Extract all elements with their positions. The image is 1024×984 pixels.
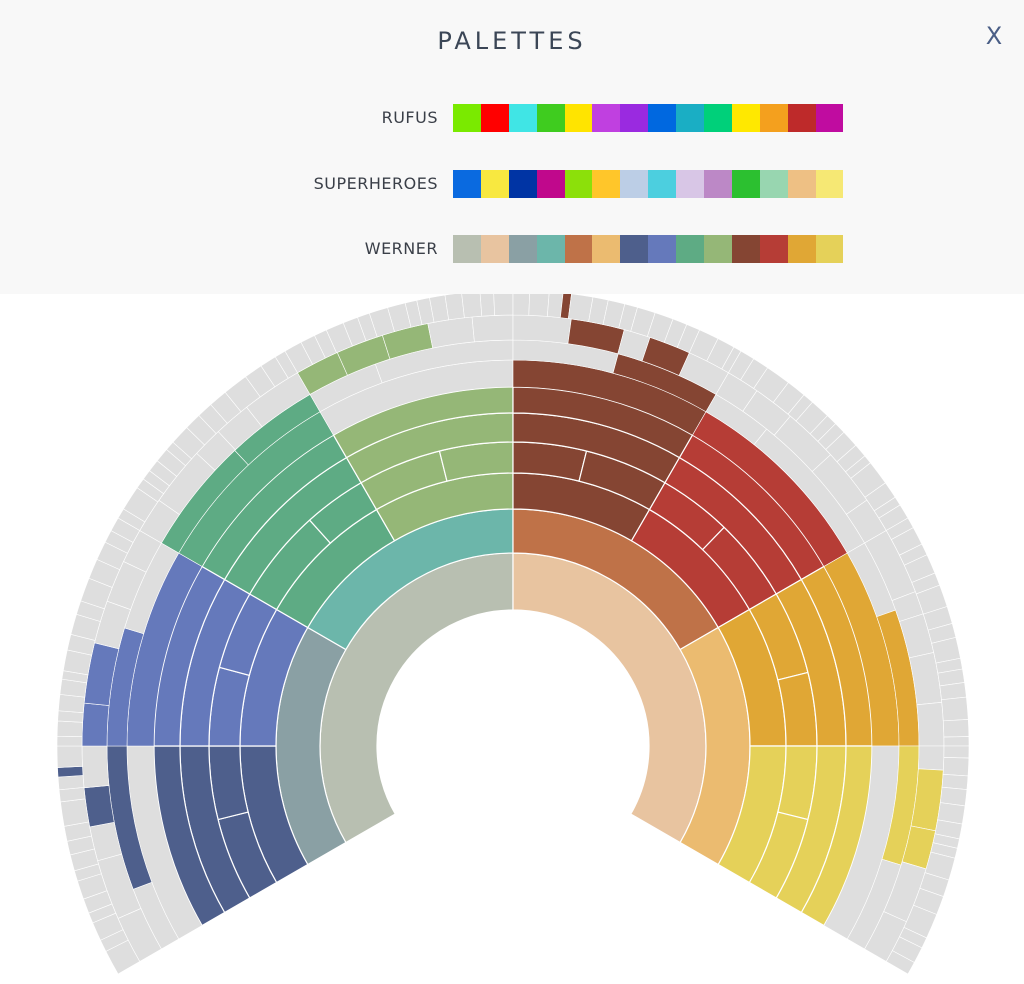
palette-swatch: [704, 235, 732, 263]
sunburst-segment-empty[interactable]: [528, 289, 550, 317]
sunburst-segment-empty[interactable]: [471, 314, 514, 343]
palette-swatch: [536, 104, 565, 132]
palette-swatch: [731, 170, 760, 198]
palette-swatch: [480, 235, 509, 263]
palette-swatch: [676, 235, 705, 263]
sunburst-segment-empty[interactable]: [942, 757, 970, 777]
palette-swatch: [453, 170, 481, 198]
palette-swatch: [536, 235, 565, 263]
palette-swatch: [787, 104, 816, 132]
palette-swatch: [648, 104, 677, 132]
palette-swatch: [564, 104, 593, 132]
palette-swatch: [620, 170, 649, 198]
sunburst-segment-empty[interactable]: [942, 719, 970, 738]
sunburst-segment-empty[interactable]: [943, 736, 970, 747]
palette-swatch: [620, 235, 649, 263]
palette-swatches[interactable]: [453, 170, 844, 198]
palette-label: RUFUS: [381, 108, 438, 127]
palette-swatch: [620, 104, 649, 132]
palette-swatch: [815, 235, 844, 263]
palette-swatch: [815, 170, 844, 198]
palette-swatch: [536, 170, 565, 198]
palette-swatch: [815, 104, 844, 132]
palette-swatch: [453, 104, 481, 132]
sunburst-segment-empty[interactable]: [493, 289, 514, 316]
palette-swatch: [508, 104, 537, 132]
sunburst-segment-empty[interactable]: [479, 290, 495, 317]
sunburst-segment-empty[interactable]: [918, 745, 945, 771]
palette-swatch: [759, 235, 788, 263]
sunburst-segment[interactable]: [57, 766, 84, 778]
palette-swatch: [564, 235, 593, 263]
sunburst-segment-empty[interactable]: [60, 798, 90, 827]
palette-swatch: [704, 104, 732, 132]
sunburst-chart[interactable]: [0, 289, 1024, 979]
sunburst-segment-empty[interactable]: [56, 745, 83, 768]
palette-swatch: [453, 235, 481, 263]
panel-title: PALETTES: [437, 27, 587, 55]
palette-swatch: [676, 104, 705, 132]
palette-swatches[interactable]: [453, 104, 844, 132]
palette-swatch: [759, 170, 788, 198]
palette-swatches[interactable]: [453, 235, 844, 263]
palette-swatch: [508, 235, 537, 263]
sunburst-segment-empty[interactable]: [57, 775, 85, 791]
palette-swatch: [564, 170, 593, 198]
sunburst-svg[interactable]: [0, 289, 1024, 979]
palette-swatch: [648, 235, 677, 263]
sunburst-segment-empty[interactable]: [885, 950, 915, 975]
palette-swatch: [480, 170, 509, 198]
palette-swatch: [648, 170, 677, 198]
sunburst-segment-empty[interactable]: [512, 314, 572, 345]
close-button[interactable]: X: [978, 20, 1010, 52]
close-icon[interactable]: X: [985, 22, 1003, 50]
sunburst-segment[interactable]: [81, 702, 110, 747]
palette-swatch: [676, 170, 705, 198]
palette-swatch: [731, 104, 760, 132]
palette-swatch: [704, 170, 732, 198]
sunburst-segment-empty[interactable]: [512, 289, 531, 316]
sunburst-segment-empty[interactable]: [56, 735, 83, 747]
palette-row-superheroes[interactable]: SUPERHEROES: [0, 170, 1024, 200]
palette-swatch: [759, 104, 788, 132]
sunburst-segment-empty[interactable]: [444, 292, 465, 321]
palette-swatch: [787, 170, 816, 198]
sunburst-segment-empty[interactable]: [461, 290, 483, 319]
sunburst-segment-empty[interactable]: [81, 745, 110, 789]
palette-swatch: [731, 235, 760, 263]
sunburst-segment-empty[interactable]: [58, 694, 86, 713]
palette-swatch: [592, 170, 621, 198]
palettes-panel: PALETTES X RUFUS SUPERHEROES WERNER: [0, 0, 1024, 294]
palette-row-rufus[interactable]: RUFUS: [0, 104, 1024, 134]
sunburst-segment-empty[interactable]: [916, 701, 945, 747]
palette-swatch: [480, 104, 509, 132]
palette-swatch: [787, 235, 816, 263]
palette-swatch: [592, 104, 621, 132]
palette-swatch: [508, 170, 537, 198]
sunburst-segment-empty[interactable]: [56, 720, 83, 737]
palette-swatch: [592, 235, 621, 263]
palette-label: WERNER: [364, 239, 438, 258]
sunburst-segment-empty[interactable]: [941, 696, 969, 722]
palette-label: SUPERHEROES: [313, 174, 438, 193]
palette-row-werner[interactable]: WERNER: [0, 235, 1024, 265]
sunburst-segment-empty[interactable]: [943, 745, 970, 759]
